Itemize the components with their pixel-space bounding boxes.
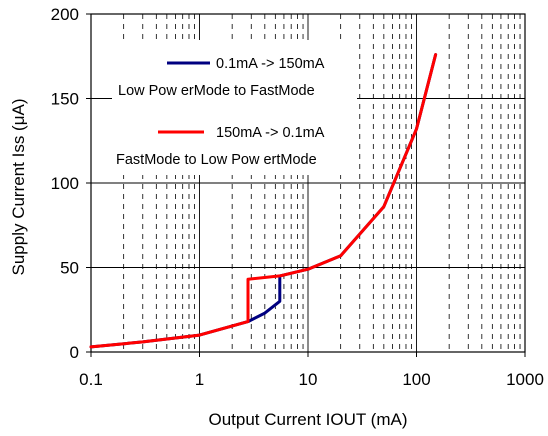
y-tick-labels: 0 50 100 150 200 xyxy=(51,5,91,362)
legend-sublabel-1: FastMode to Low Pow ertMode xyxy=(116,152,317,168)
x-tick-labels: 0.1 1 10 100 1000 xyxy=(79,352,544,389)
y-tick-label: 0 xyxy=(70,343,79,362)
legend-background xyxy=(112,40,357,175)
y-tick-label: 150 xyxy=(51,90,79,109)
x-tick-label: 0.1 xyxy=(79,370,103,389)
series-line-1 xyxy=(89,53,438,349)
x-tick-label: 100 xyxy=(402,370,430,389)
y-tick-label: 100 xyxy=(51,174,79,193)
legend-sublabel-0: Low Pow erMode to FastMode xyxy=(118,83,315,99)
minor-grid xyxy=(123,14,521,352)
legend: 0.1mA -> 150mA Low Pow erMode to FastMode… xyxy=(116,56,325,168)
series-layer xyxy=(89,53,438,349)
legend-label-0: 0.1mA -> 150mA xyxy=(216,56,325,72)
x-tick-label: 10 xyxy=(299,370,318,389)
x-axis-label: Output Current IOUT (mA) xyxy=(208,410,407,429)
y-axis-label: Supply Current Iss (μA) xyxy=(9,98,28,275)
y-tick-label: 50 xyxy=(60,259,79,278)
x-tick-label: 1 xyxy=(195,370,204,389)
x-tick-label: 1000 xyxy=(506,370,544,389)
y-tick-label: 200 xyxy=(51,5,79,24)
legend-label-1: 150mA -> 0.1mA xyxy=(216,125,325,141)
